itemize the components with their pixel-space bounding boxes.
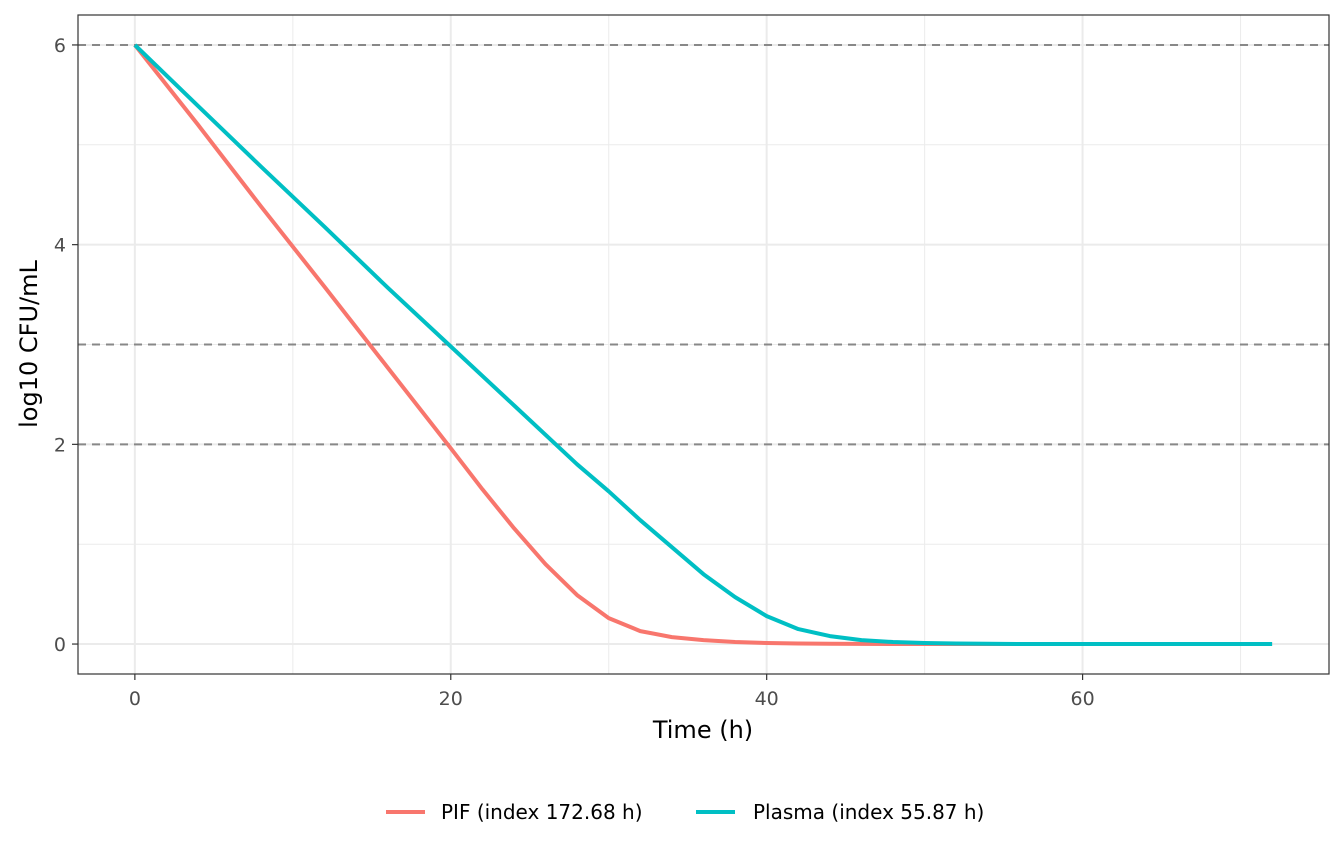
x-tick-label: 60 xyxy=(1070,688,1094,710)
y-tick-label: 2 xyxy=(54,434,66,456)
legend-label-plasma: Plasma (index 55.87 h) xyxy=(753,800,984,824)
plot-panel-border xyxy=(77,14,1330,675)
x-tick-label: 0 xyxy=(129,688,141,710)
y-tick-label: 4 xyxy=(54,235,66,257)
x-axis-title: Time (h) xyxy=(652,716,753,744)
axes: 0 20 40 60 0 2 4 6 xyxy=(54,35,1095,710)
legend-label-pif: PIF (index 172.68 h) xyxy=(441,800,643,824)
reference-lines xyxy=(78,43,1329,446)
series-lines xyxy=(133,43,1273,646)
legend: PIF (index 172.68 h) Plasma (index 55.87… xyxy=(386,800,984,824)
series-line-1 xyxy=(133,43,1273,646)
x-tick-label: 40 xyxy=(755,688,779,710)
y-tick-label: 0 xyxy=(54,634,66,656)
y-tick-label: 6 xyxy=(54,35,66,57)
x-tick-label: 20 xyxy=(439,688,463,710)
y-axis-title: log10 CFU/mL xyxy=(15,260,43,428)
